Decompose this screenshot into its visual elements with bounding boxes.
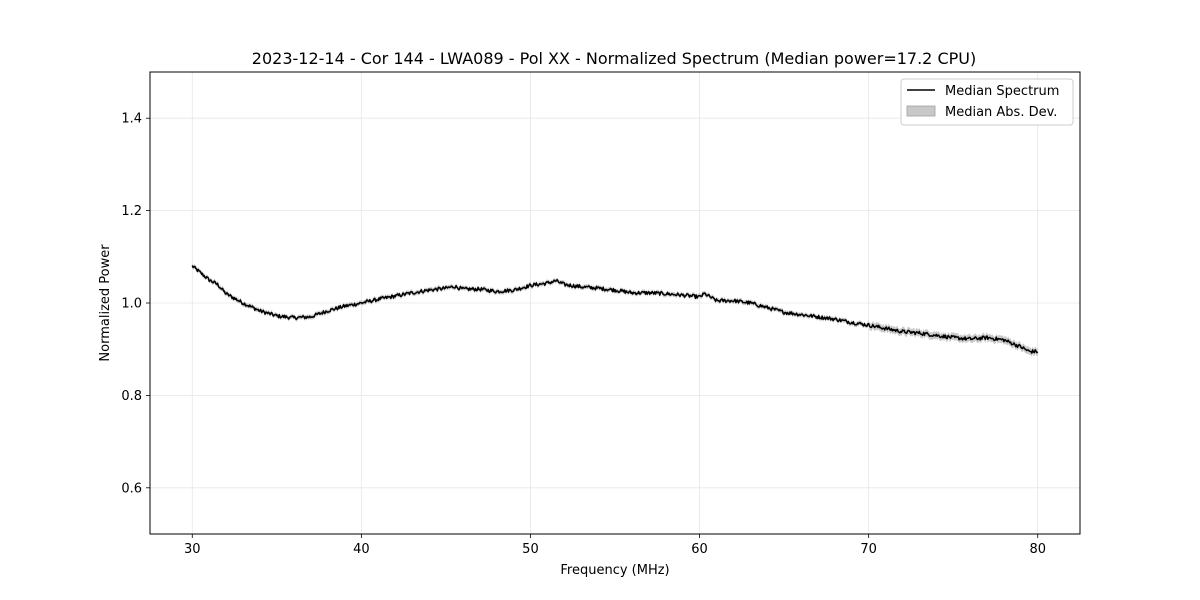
x-tick-label: 80 [1029,542,1046,557]
legend: Median Spectrum Median Abs. Dev. [900,78,1074,126]
x-tick-label: 60 [691,542,708,557]
x-tick-label: 40 [353,542,370,557]
series-layer [191,265,1039,354]
y-tick-label: 1.2 [121,204,142,219]
legend-label-median-spectrum: Median Spectrum [945,84,1059,99]
chart-title: 2023-12-14 - Cor 144 - LWA089 - Pol XX -… [252,49,976,68]
y-tick-label: 0.6 [121,481,142,496]
mad-band [192,263,1038,357]
y-tick-label: 1.4 [121,112,142,127]
y-axis-ticks: 0.6 0.8 1.0 1.2 1.4 [121,112,150,496]
y-tick-label: 0.8 [121,389,142,404]
x-tick-label: 30 [184,542,201,557]
median-spectrum-line [191,265,1039,354]
legend-box [900,78,1074,126]
y-tick-label: 1.0 [121,297,142,312]
legend-band-swatch [906,105,936,117]
legend-label-mad: Median Abs. Dev. [945,105,1057,120]
y-axis-label: Normalized Power [98,244,113,362]
x-tick-label: 70 [860,542,877,557]
mad-band-layer [192,263,1038,357]
x-tick-label: 50 [522,542,539,557]
grid-lines [150,72,1080,534]
x-axis-label: Frequency (MHz) [560,563,669,578]
x-axis-ticks: 30 40 50 60 70 80 [184,534,1046,557]
